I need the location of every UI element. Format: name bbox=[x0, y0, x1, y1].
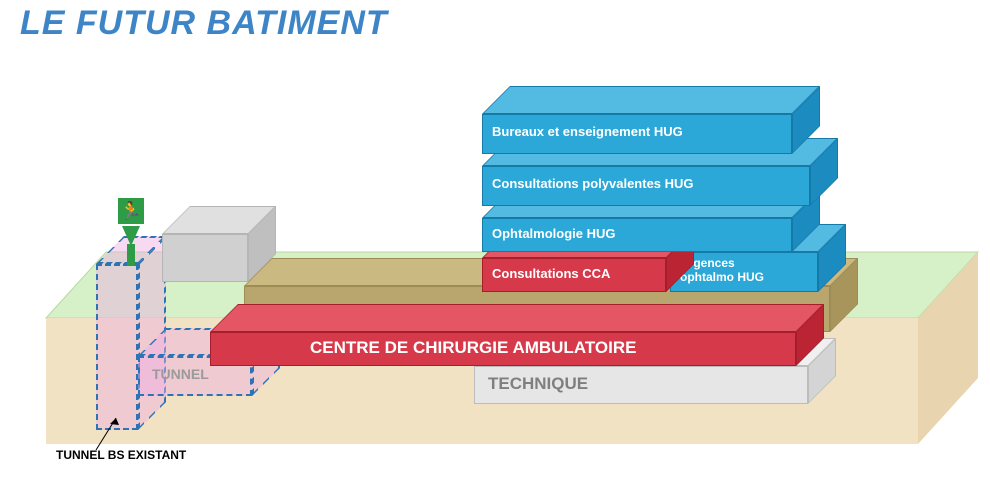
note-arrow bbox=[0, 0, 990, 501]
underground-note: TUNNEL BS EXISTANT bbox=[56, 448, 186, 462]
